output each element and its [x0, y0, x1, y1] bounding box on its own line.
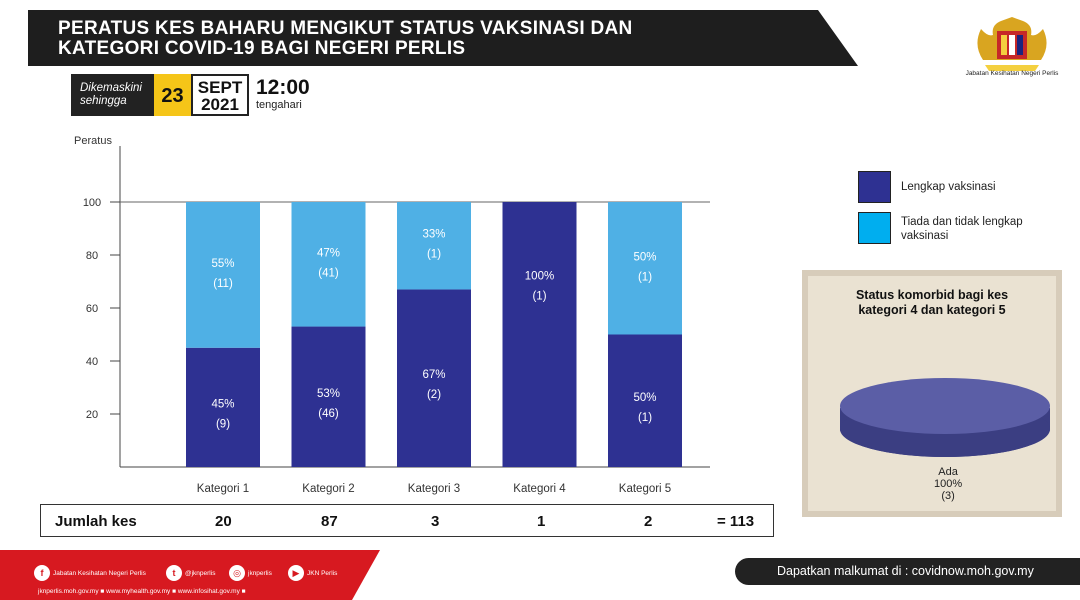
date-year: 2021 [201, 95, 239, 114]
bar-tiada [397, 202, 471, 290]
bar-lengkap [186, 347, 260, 467]
legend-label-lengkap: Lengkap vaksinasi [901, 181, 996, 193]
y-tick-label: 60 [86, 303, 98, 315]
updated-label: Dikemaskini sehingga [71, 74, 155, 116]
x-tick-label: Kategori 3 [408, 483, 460, 495]
update-time-label: tengahari [256, 99, 302, 111]
legend-item-lengkap: Lengkap vaksinasi [858, 171, 996, 203]
total-kategori-1: 20 [215, 513, 232, 530]
title-banner: PERATUS KES BAHARU MENGIKUT STATUS VAKSI… [0, 10, 858, 66]
social-instagram-label: jknperlis [248, 569, 272, 577]
total-kategori-2: 87 [321, 513, 338, 530]
legend-label-tiada: Tiada dan tidak lengkap vaksinasi [901, 212, 1023, 243]
legend-label-tiada-line-1: Tiada dan tidak lengkap [901, 216, 1023, 228]
social-twitter-label: @jknperlis [185, 569, 216, 577]
x-tick-label: Kategori 5 [619, 483, 671, 495]
data-label-count: (46) [318, 408, 339, 420]
stacked-bar-chart: Peratus 20 40 60 80 100 45% (9) 55% (11) Kategori … [74, 135, 710, 495]
data-label-pct: 53% [317, 388, 340, 400]
y-axis-label: Peratus [74, 135, 112, 147]
date-month: SEPT [197, 78, 243, 97]
social-youtube-label: JKN Perlis [307, 569, 338, 577]
bar-lengkap [291, 326, 366, 467]
data-label-pct: 47% [317, 247, 340, 259]
footer-info-bar: Dapatkan malkumat di : covidnow.moh.gov.… [735, 558, 1080, 585]
data-label-count: (1) [638, 271, 652, 283]
social-instagram[interactable]: ◎ jknperlis [229, 565, 272, 581]
bar-lengkap [502, 202, 577, 467]
y-tick-label: 80 [86, 250, 98, 262]
page-title: PERATUS KES BAHARU MENGIKUT STATUS VAKSI… [58, 19, 633, 59]
bar-tiada [608, 202, 682, 335]
title-line-2: KATEGORI COVID-19 BAGI NEGERI PERLIS [58, 38, 466, 59]
pie-title-line-1: Status komorbid bagi kes [855, 288, 1009, 302]
social-facebook-label: Jabatan Kesihatan Negeri Perlis [53, 569, 146, 577]
y-tick-label: 20 [86, 409, 98, 421]
date-month-year: SEPT 2021 [191, 74, 249, 116]
coat-of-arms-logo [977, 17, 1047, 71]
pie-slice-ada [840, 378, 1050, 434]
y-tick-label: 40 [86, 356, 98, 368]
pie-3d [840, 378, 1050, 457]
title-banner-shape [28, 10, 858, 66]
x-tick-label: Kategori 2 [302, 483, 354, 495]
bar-tiada [186, 202, 260, 348]
footer-social-bar [0, 550, 380, 600]
pie-title: Status komorbid bagi kes kategori 4 dan … [808, 288, 1056, 318]
pie-slice-label: Ada 100% (3) [934, 466, 962, 502]
data-label-count: (11) [213, 278, 233, 290]
data-label-pct: 45% [211, 398, 234, 410]
y-tick-label: 100 [83, 197, 101, 209]
footer-links: jknperlis.moh.gov.my ■ www.myhealth.gov.… [38, 588, 246, 595]
pie-title-line-2: kategori 4 dan kategori 5 [858, 303, 1006, 317]
data-label-count: (1) [638, 412, 652, 424]
facebook-icon: f [34, 565, 50, 581]
twitter-icon: t [166, 565, 182, 581]
bar-lengkap [608, 334, 682, 467]
bar-lengkap [397, 289, 471, 467]
total-kategori-4: 1 [537, 513, 546, 530]
x-tick-label: Kategori 1 [197, 483, 249, 495]
legend-item-tiada: Tiada dan tidak lengkap vaksinasi [858, 212, 1023, 244]
data-label-pct: 33% [422, 229, 445, 241]
logo-caption: Jabatan Kesihatan Negeri Perlis [965, 70, 1059, 77]
pie-label-count: (3) [941, 490, 955, 502]
social-twitter[interactable]: t @jknperlis [166, 565, 215, 581]
x-tick-label: Kategori 4 [513, 483, 566, 495]
title-line-1: PERATUS KES BAHARU MENGIKUT STATUS VAKSI… [58, 18, 633, 39]
updated-label-line-2: sehingga [80, 95, 127, 107]
data-label-pct: 50% [633, 251, 656, 263]
legend-swatch-lengkap [858, 171, 891, 203]
pie-label-name: Ada [938, 466, 958, 478]
data-label-count: (1) [532, 291, 546, 303]
legend-swatch-tiada [858, 212, 891, 244]
data-label-pct: 50% [633, 392, 656, 404]
data-label-pct: 55% [211, 258, 234, 270]
total-kategori-3: 3 [431, 513, 440, 530]
data-label-count: (9) [216, 418, 230, 430]
instagram-icon: ◎ [229, 565, 245, 581]
update-time: 12:00 [256, 76, 310, 99]
legend-label-tiada-line-2: vaksinasi [901, 230, 949, 242]
social-facebook[interactable]: f Jabatan Kesihatan Negeri Perlis [34, 565, 146, 581]
data-label-count: (41) [318, 267, 339, 279]
data-label-pct: 100% [525, 271, 554, 283]
social-youtube[interactable]: ▶ JKN Perlis [288, 565, 337, 581]
data-label-count: (1) [427, 249, 441, 261]
footer-red-shape [0, 550, 380, 600]
comorbid-pie-panel: Status komorbid bagi kes kategori 4 dan … [802, 270, 1062, 517]
updated-label-line-1: Dikemaskini [80, 82, 142, 94]
date-day: 23 [154, 74, 191, 116]
totals-label: Jumlah kes [55, 513, 137, 530]
pie-label-pct: 100% [934, 478, 963, 490]
data-label-pct: 67% [422, 369, 445, 381]
bar-tiada [291, 202, 366, 327]
total-kategori-5: 2 [644, 513, 653, 530]
footer-info-text: Dapatkan malkumat di : covidnow.moh.gov.… [777, 564, 1034, 578]
data-label-count: (2) [427, 389, 441, 401]
totals-row: Jumlah kes 20 87 3 1 2 = 113 [40, 504, 774, 537]
total-sum: = 113 [717, 513, 755, 530]
youtube-icon: ▶ [288, 565, 304, 581]
